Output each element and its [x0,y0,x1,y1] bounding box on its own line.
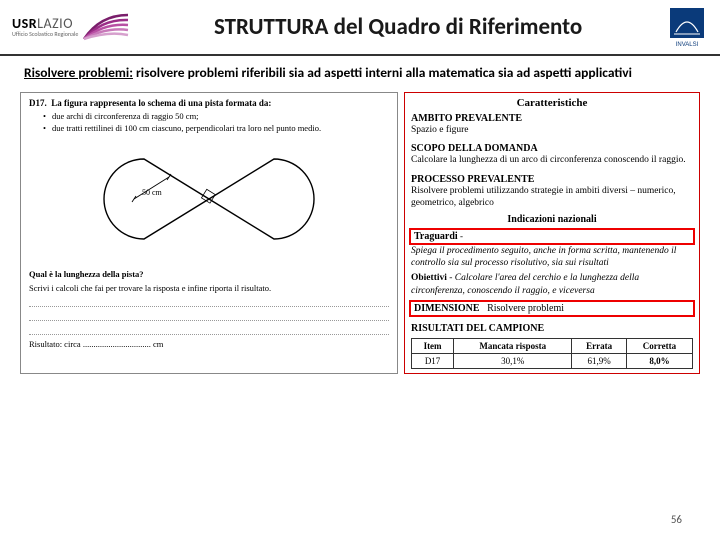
intro-rest: risolvere problemi riferibili sia ad asp… [133,64,632,81]
ambito-v: Spazio e figure [411,124,693,136]
table-header-row: Item Mancata risposta Errata Corretta [412,338,693,353]
th-mancata: Mancata risposta [454,338,572,353]
header: USRLAZIO Ufficio Scolastico Regionale ST… [0,0,720,56]
page-title: STRUTTURA del Quadro di Riferimento [130,13,666,41]
td-corretta: 8,0% [626,353,692,368]
page-number: 56 [671,513,682,526]
proc-v: Risolvere problemi utilizzando strategie… [411,185,693,210]
q-code: D17. [29,98,47,108]
td-errata: 61,9% [572,353,627,368]
th-errata: Errata [572,338,627,353]
answer-line [29,297,389,307]
intro-text: Risolvere problemi: risolvere problemi r… [0,56,720,86]
infinity-figure: 50 cm [29,139,389,261]
td-mancata: 30,1% [454,353,572,368]
q-prompt-1: Qual è la lunghezza della pista? [29,269,389,279]
ob-h: Obiettivi [411,273,447,283]
dim-h: DIMENSIONE [414,303,480,314]
trag-h: Traguardi [414,231,458,242]
wave-icon [82,11,130,43]
ambito-h: AMBITO PREVALENTE [411,113,693,124]
scopo-h: SCOPO DELLA DOMANDA [411,143,693,154]
th-corretta: Corretta [626,338,692,353]
answer-line [29,325,389,335]
svg-text:50 cm: 50 cm [142,188,163,197]
intro-lead: Risolvere problemi: [24,64,133,81]
trag-v: Spiega il procedimento seguito, anche in… [411,245,693,270]
traguardi-highlight: Traguardi - [409,228,695,245]
dim-v: Risolvere problemi [487,303,564,314]
q-intro: La figura rappresenta lo schema di una p… [51,98,271,108]
content-row: D17. La figura rappresenta lo schema di … [0,86,720,374]
scopo-v: Calcolare la lunghezza di un arco di cir… [411,154,693,166]
q-result: Risultato: circa .......................… [29,339,389,349]
char-heading: Caratteristiche [411,97,693,109]
bullet-2: due tratti rettilinei di 100 cm ciascuno… [43,123,389,133]
q-prompt-2: Scrivi i calcoli che fai per trovare la … [29,283,389,293]
ris-h: RISULTATI DEL CAMPIONE [411,323,693,334]
invalsi-logo: INVALSI [666,6,708,48]
table-row: D17 30,1% 61,9% 8,0% [412,353,693,368]
results-table: Item Mancata risposta Errata Corretta D1… [411,338,693,369]
usr-sub: Ufficio Scolastico Regionale [12,31,78,38]
answer-line [29,311,389,321]
dimensione-highlight: DIMENSIONE Risolvere problemi [409,300,695,317]
characteristics-panel: Caratteristiche AMBITO PREVALENTE Spazio… [404,92,700,374]
svg-text:INVALSI: INVALSI [676,42,699,48]
bullet-1: due archi di circonferenza di raggio 50 … [43,111,389,121]
th-item: Item [412,338,454,353]
question-panel: D17. La figura rappresenta lo schema di … [20,92,398,374]
logo-usr-lazio: USRLAZIO Ufficio Scolastico Regionale [12,11,130,43]
td-item: D17 [412,353,454,368]
ind-h: Indicazioni nazionali [411,214,693,225]
proc-h: PROCESSO PREVALENTE [411,174,693,185]
